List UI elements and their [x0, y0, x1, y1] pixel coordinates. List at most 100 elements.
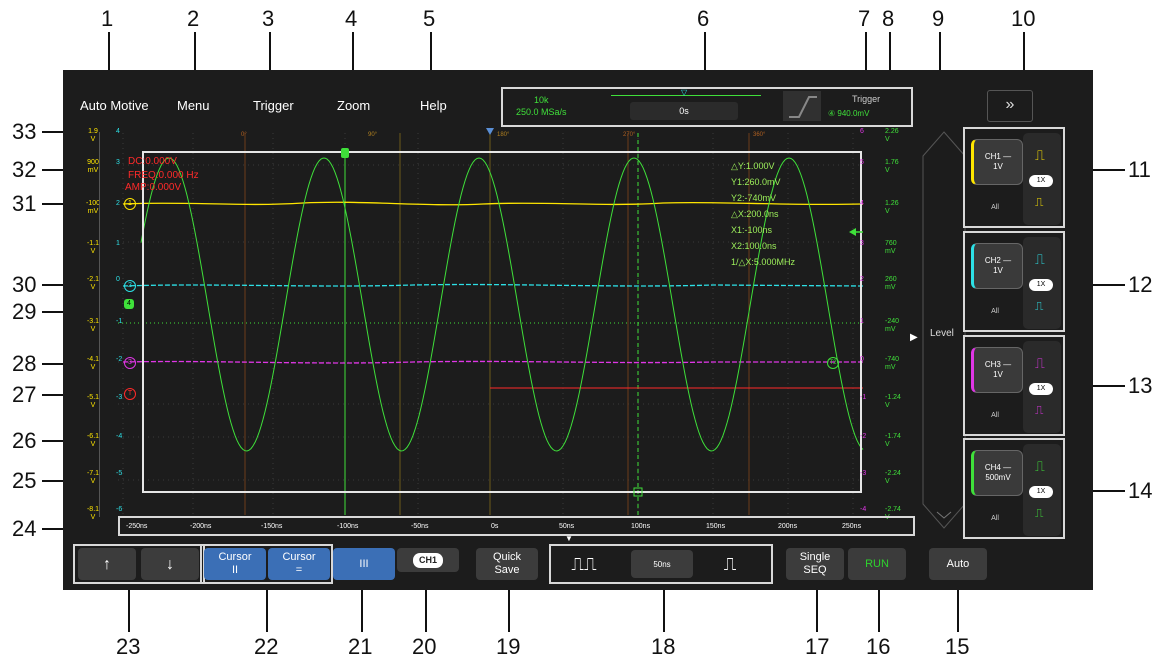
time-axis-bar[interactable]: -250ns -200ns -150ns -100ns -50ns 0s 50n… — [118, 516, 915, 536]
quick-save-button[interactable]: Quick Save — [476, 548, 538, 580]
ch2-all-label: All — [991, 308, 999, 315]
measurement-area-frame — [142, 151, 862, 493]
cursor-h-symbol: = — [295, 564, 303, 576]
quick-save-label-2: Save — [494, 564, 520, 576]
channel-select-button[interactable]: CH1 — [397, 548, 459, 572]
ch1-probe-button[interactable]: 1X — [1029, 175, 1053, 187]
leader-line-4 — [352, 32, 354, 90]
vertical-cursor-button[interactable]: Cursor II — [204, 548, 266, 580]
horizontal-cursor-button[interactable]: Cursor = — [268, 548, 330, 580]
ch4-scale-button[interactable]: CH4 —500mV — [971, 450, 1023, 496]
ch4-probe-button[interactable]: 1X — [1029, 486, 1053, 498]
ch1-panel[interactable]: CH1 —1V All ⎍ 1X ⎍ — [963, 127, 1065, 228]
waveform-display[interactable] — [63, 70, 1093, 590]
menu-menu[interactable]: Menu — [177, 98, 210, 113]
timebase-value[interactable]: 50ns — [631, 550, 693, 578]
ch4-pulse-small-icon[interactable]: ⎍ — [1035, 506, 1044, 520]
menu-automotive[interactable]: Auto Motive — [80, 98, 149, 113]
time-tick: 200ns — [778, 523, 798, 530]
cursor-mode-button[interactable]: III — [333, 548, 395, 580]
yscale-label: 1.76 V — [885, 159, 899, 174]
ch3-scale-button[interactable]: CH3 —1V — [971, 347, 1023, 393]
ch3-panel[interactable]: CH3 —1V All ⎍ 1X ⎍ — [963, 335, 1065, 436]
cursor-x1-handle[interactable] — [341, 148, 349, 158]
frequency-value: 1/△X:5.000MHz — [731, 257, 795, 267]
leader-line-20 — [425, 574, 427, 632]
horizontal-position-field[interactable]: 0s — [630, 102, 738, 120]
ch2-pulse-icon[interactable]: ⎍ — [1035, 251, 1045, 267]
time-tick: -150ns — [261, 523, 283, 530]
ch2-probe-button[interactable]: 1X — [1029, 279, 1053, 291]
leader-line-13 — [1075, 385, 1125, 387]
down-arrow-button[interactable]: ↓ — [141, 548, 199, 580]
callout-7: 7 — [858, 6, 871, 31]
menu-help[interactable]: Help — [420, 98, 447, 113]
yscale-label: -6 — [116, 506, 123, 513]
callout-27: 27 — [12, 382, 37, 407]
sample-rate: 250.0 MSa/s — [516, 107, 567, 117]
yscale-label: -240 mV — [885, 318, 900, 333]
ch1-pulse-small-icon[interactable]: ⎍ — [1035, 195, 1044, 209]
menu-zoom[interactable]: Zoom — [337, 98, 371, 113]
callout-4: 4 — [345, 6, 358, 31]
cursor-button-group — [200, 544, 333, 584]
collapse-panel-button[interactable]: » — [987, 90, 1033, 122]
yscale-label: -1.1 V — [86, 240, 100, 255]
acquisition-info-panel[interactable] — [501, 87, 913, 127]
trigger-level-arrow[interactable] — [849, 228, 856, 236]
ch2-marker[interactable]: 2 — [124, 280, 136, 292]
ch3-pulse-small-icon[interactable]: ⎍ — [1035, 403, 1044, 417]
ch3-pulse-icon[interactable]: ⎍ — [1035, 355, 1045, 371]
ch4-pulse-icon[interactable]: ⎍ — [1035, 458, 1045, 474]
trigger-edge-icon — [783, 91, 821, 121]
yscale-label: 2 — [116, 200, 120, 207]
callout-11: 11 — [1128, 157, 1151, 182]
leader-line-10 — [1023, 32, 1025, 92]
ch2-panel[interactable]: CH2 —1V All ⎍ 1X ⎍ — [963, 231, 1065, 332]
ch3-probe-button[interactable]: 1X — [1029, 383, 1053, 395]
yscale-label: 260 mV — [885, 276, 897, 291]
ch1-pulse-icon[interactable]: ⎍ — [1035, 147, 1045, 163]
ch2-pulse-small-icon[interactable]: ⎍ — [1035, 299, 1044, 313]
yscale-label: 6 — [860, 128, 864, 135]
yscale-label: -5 — [116, 470, 123, 477]
up-arrow-button[interactable]: ↑ — [78, 548, 136, 580]
ch1-all-label: All — [991, 204, 999, 211]
cursor-v-label: Cursor — [218, 551, 252, 563]
callout-31: 31 — [12, 191, 37, 216]
timebase-increase-button[interactable]: ⎍ — [705, 549, 755, 579]
ch4-panel[interactable]: CH4 —500mV All ⎍ 1X ⎍ — [963, 438, 1065, 539]
callout-19: 19 — [496, 634, 521, 659]
callout-13: 13 — [1128, 373, 1153, 398]
callout-28: 28 — [12, 351, 37, 376]
auto-button[interactable]: Auto — [929, 548, 987, 580]
ch1-scale-button[interactable]: CH1 —1V — [971, 139, 1023, 185]
trigger-marker[interactable]: T — [124, 388, 136, 400]
trigger-time-marker[interactable] — [486, 128, 494, 135]
oscilloscope-screen: Auto Motive Menu Trigger Zoom Help 10k 2… — [63, 70, 1093, 590]
delta-y-value: △Y:1.000V — [731, 161, 775, 171]
freq-readout: FREQ:0.000 Hz — [128, 170, 199, 181]
ch2-trace — [122, 283, 864, 287]
run-button[interactable]: RUN — [848, 548, 906, 580]
cursor-mode-label: III — [359, 557, 369, 570]
arrow-down-icon: ↓ — [166, 555, 174, 573]
ch4-marker[interactable]: 4 — [124, 299, 134, 309]
callout-22: 22 — [254, 634, 279, 659]
ch1-name: CH1 — — [984, 152, 1012, 161]
leader-line-5 — [430, 32, 432, 90]
phase-label-180: 180° — [497, 132, 510, 138]
ch3-marker[interactable]: 3 — [124, 357, 136, 369]
ch3-right-marker[interactable]: T2 — [827, 357, 839, 369]
callout-2: 2 — [187, 6, 200, 31]
cursor-x2-handle[interactable] — [633, 487, 643, 497]
yscale-label: -1 — [116, 318, 123, 325]
trigger-position-marker: ▽ — [681, 88, 688, 97]
single-seq-button[interactable]: Single SEQ — [786, 548, 844, 580]
yscale-label: -3 — [860, 470, 867, 477]
timebase-decrease-button[interactable]: ⎍⎍ — [559, 549, 609, 579]
ch1-scale: 1V — [993, 162, 1003, 171]
menu-trigger[interactable]: Trigger — [253, 98, 294, 113]
ch2-scale-button[interactable]: CH2 —1V — [971, 243, 1023, 289]
ch1-marker[interactable]: 1 — [124, 198, 136, 210]
